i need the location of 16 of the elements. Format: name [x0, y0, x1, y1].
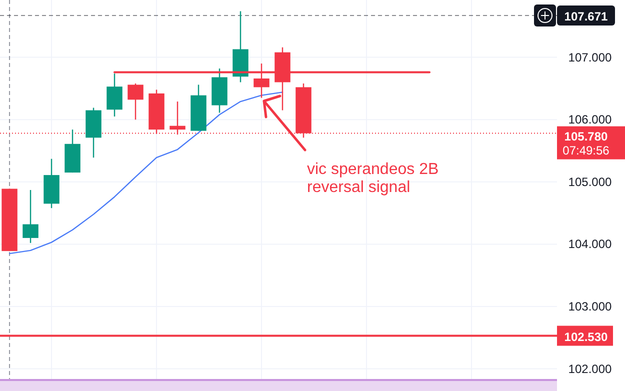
y-tick-label: 102.000 [568, 362, 612, 376]
ref-line-label: 102.530 [564, 330, 608, 344]
candlestick [170, 100, 186, 136]
line-series [8, 92, 284, 254]
candlestick [128, 82, 144, 120]
candlestick [106, 72, 122, 118]
text: 07:49:56 [562, 143, 610, 158]
y-tick-label: 106.000 [568, 112, 612, 127]
y-tick-label: 103.000 [568, 299, 612, 314]
y-tick-label: 104.000 [568, 237, 612, 252]
ref-line-label: 107.671 [564, 10, 608, 24]
y-tick-label: 107.000 [568, 50, 612, 64]
ref-line-label: 105.780 [564, 129, 608, 144]
candlestick [22, 189, 38, 244]
y-tick-label: 105.000 [568, 174, 612, 189]
annotation: vic sperandeos 2B reversal signal [307, 161, 439, 196]
